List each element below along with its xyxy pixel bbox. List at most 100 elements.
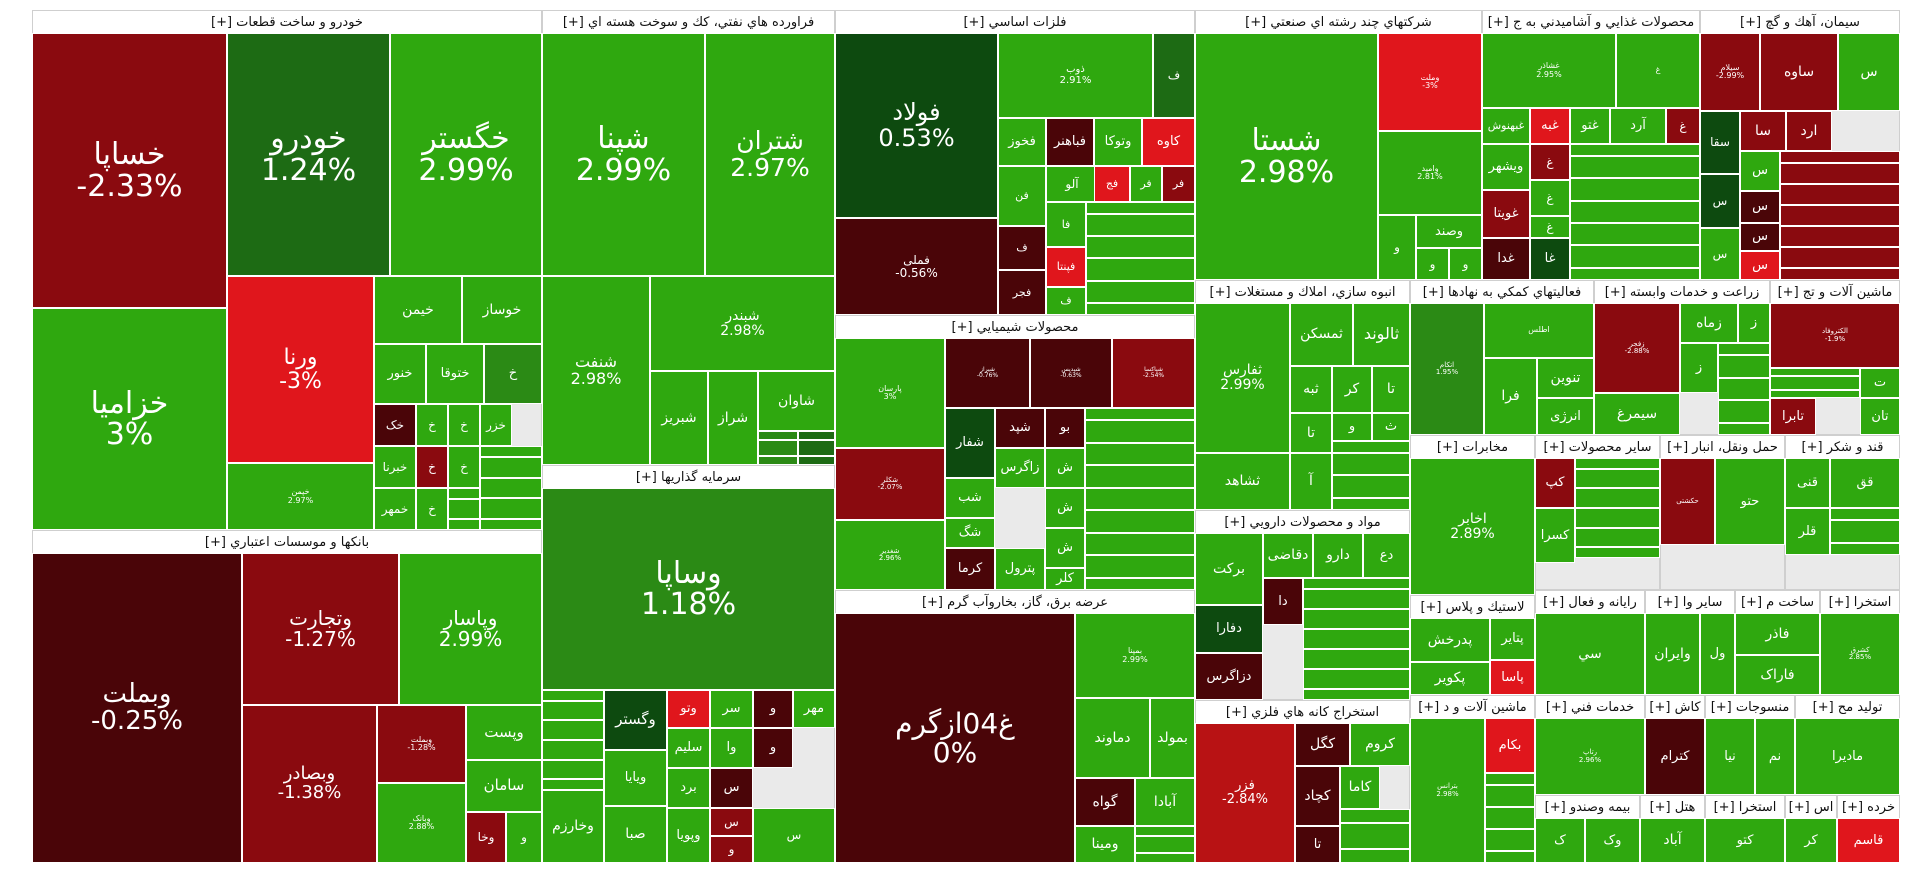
treemap-mini-tile[interactable] (481, 497, 501, 500)
treemap-mini-tile[interactable] (1771, 375, 1793, 377)
treemap-mini-tile[interactable] (1617, 526, 1639, 529)
treemap-tile[interactable]: مادیرا (1795, 718, 1900, 795)
treemap-tile[interactable]: شاوان (758, 371, 835, 431)
treemap-mini-tile[interactable] (1771, 389, 1793, 391)
treemap-mini-tile[interactable] (1107, 576, 1130, 579)
treemap-tile[interactable]: شغدیر 2.96% (835, 520, 945, 590)
sector-title[interactable]: شركتهاي چند رشته اي صنعتي [+] (1196, 11, 1481, 34)
treemap-mini-tile[interactable] (1172, 531, 1194, 534)
treemap-filler-tile[interactable] (542, 690, 604, 790)
treemap-mini-tile[interactable] (1086, 441, 1108, 444)
treemap-mini-tile[interactable] (778, 455, 797, 457)
treemap-tile[interactable]: خوساز (462, 276, 542, 344)
treemap-mini-tile[interactable] (1781, 267, 1805, 270)
treemap-mini-tile[interactable] (1087, 235, 1109, 238)
treemap-mini-tile[interactable] (799, 455, 817, 457)
treemap-tile[interactable]: وساپا 1.18% (542, 488, 835, 690)
sector-title[interactable]: بيمه وصندو [+] (1536, 796, 1639, 819)
treemap-mini-tile[interactable] (1677, 244, 1699, 247)
treemap-mini-tile[interactable] (1596, 487, 1618, 490)
treemap-tile[interactable]: قلر (1785, 508, 1830, 555)
treemap-tile[interactable]: قق (1830, 458, 1900, 508)
treemap-mini-tile[interactable] (1086, 576, 1108, 579)
treemap-mini-tile[interactable] (1325, 688, 1346, 690)
treemap-tile[interactable]: پدرخش (1410, 618, 1490, 662)
treemap-tile[interactable]: تا (1290, 413, 1332, 453)
treemap-mini-tile[interactable] (1571, 199, 1593, 202)
treemap-tile[interactable]: غویتا (1482, 190, 1530, 238)
treemap-mini-tile[interactable] (521, 476, 541, 479)
treemap-tile[interactable]: فپنتا (1046, 247, 1086, 287)
treemap-tile[interactable]: غتو (1570, 108, 1610, 144)
treemap-tile[interactable]: وپویا (667, 808, 710, 863)
sector-title[interactable]: فراورده هاي نفتي، كك و سوخت هسته اي [+] (543, 11, 834, 34)
treemap-mini-tile[interactable] (1371, 496, 1390, 499)
treemap-tile[interactable]: آبادا (1135, 778, 1195, 826)
treemap-tile[interactable]: سر (710, 690, 753, 728)
treemap-mini-tile[interactable] (1851, 182, 1876, 185)
treemap-mini-tile[interactable] (1851, 246, 1876, 249)
treemap-mini-tile[interactable] (1486, 828, 1510, 830)
treemap-mini-tile[interactable] (1386, 848, 1409, 850)
treemap-tile[interactable]: انرژی (1537, 398, 1594, 435)
treemap-filler-tile[interactable] (1770, 368, 1860, 398)
treemap-tile[interactable]: دفارا (1195, 605, 1263, 653)
treemap-mini-tile[interactable] (1107, 419, 1130, 422)
treemap-mini-tile[interactable] (1617, 546, 1639, 549)
treemap-filler-tile[interactable] (1485, 773, 1535, 863)
treemap-mini-tile[interactable] (1875, 203, 1899, 206)
treemap-mini-tile[interactable] (1086, 464, 1108, 467)
treemap-tile[interactable]: فاراک (1735, 655, 1820, 695)
treemap-tile[interactable]: غبه (1530, 108, 1570, 144)
treemap-mini-tile[interactable] (1596, 467, 1618, 470)
treemap-tile[interactable]: خ (416, 404, 448, 446)
treemap-tile[interactable]: فن (998, 166, 1046, 226)
treemap-tile[interactable]: وا (710, 728, 753, 768)
treemap-mini-tile[interactable] (1129, 464, 1151, 467)
treemap-filler-tile[interactable] (1303, 578, 1410, 700)
treemap-mini-tile[interactable] (1781, 182, 1805, 185)
treemap-mini-tile[interactable] (1129, 235, 1152, 238)
treemap-tile[interactable]: شبندر 2.98% (650, 276, 835, 371)
treemap-mini-tile[interactable] (1571, 155, 1593, 158)
treemap-mini-tile[interactable] (1875, 246, 1899, 249)
treemap-mini-tile[interactable] (1172, 213, 1194, 216)
treemap-mini-tile[interactable] (1793, 375, 1815, 377)
treemap-tile[interactable]: فباهنر (1046, 118, 1094, 166)
treemap-mini-tile[interactable] (1719, 376, 1744, 379)
treemap-mini-tile[interactable] (799, 439, 817, 441)
treemap-filler-tile[interactable] (448, 488, 480, 530)
treemap-mini-tile[interactable] (1677, 155, 1699, 158)
treemap-mini-tile[interactable] (1656, 199, 1678, 202)
treemap-mini-tile[interactable] (1815, 375, 1837, 377)
treemap-mini-tile[interactable] (1086, 419, 1108, 422)
treemap-mini-tile[interactable] (1388, 648, 1409, 650)
treemap-mini-tile[interactable] (1151, 301, 1173, 304)
treemap-tile[interactable]: قنی (1785, 458, 1830, 508)
treemap-tile[interactable]: شکلر -2.07% (835, 448, 945, 520)
treemap-mini-tile[interactable] (563, 738, 583, 741)
treemap-tile[interactable]: ساوه (1760, 33, 1838, 111)
treemap-filler-tile[interactable] (1332, 441, 1410, 510)
treemap-tile[interactable]: ش (1045, 528, 1085, 568)
treemap-tile[interactable]: شفار (945, 408, 995, 478)
treemap-mini-tile[interactable] (1304, 608, 1325, 610)
sector-title[interactable]: كاش [+] (1646, 696, 1704, 719)
treemap-tile[interactable]: فر (1162, 166, 1195, 202)
treemap-tile[interactable]: شپنا 2.99% (542, 33, 705, 276)
treemap-tile[interactable]: تنوین (1537, 358, 1594, 398)
treemap-tile[interactable]: خبرنا (374, 446, 416, 488)
treemap-mini-tile[interactable] (1087, 279, 1109, 282)
treemap-mini-tile[interactable] (543, 738, 563, 741)
treemap-mini-tile[interactable] (1325, 588, 1346, 590)
treemap-tile[interactable]: غ (1530, 144, 1570, 180)
treemap-tile[interactable]: نیا (1705, 718, 1755, 795)
treemap-mini-tile[interactable] (1592, 222, 1614, 225)
treemap-filler-tile[interactable] (1830, 508, 1900, 555)
treemap-mini-tile[interactable] (563, 778, 583, 781)
treemap-mini-tile[interactable] (1151, 235, 1173, 238)
treemap-mini-tile[interactable] (521, 456, 541, 459)
treemap-mini-tile[interactable] (1875, 267, 1899, 270)
treemap-mini-tile[interactable] (1363, 822, 1387, 824)
treemap-tile[interactable]: بکام (1485, 718, 1535, 773)
